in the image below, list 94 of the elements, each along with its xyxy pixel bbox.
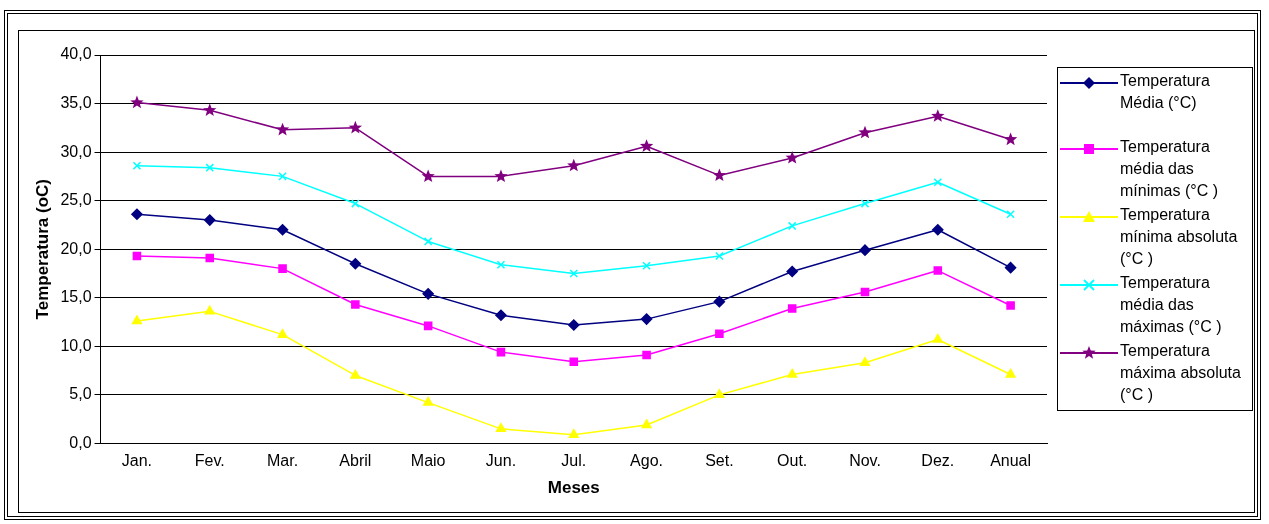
point <box>275 122 290 136</box>
legend-label: Temperatura média das máximas (°C ) <box>1120 273 1223 337</box>
x-tick-label: Fev. <box>194 452 225 470</box>
point <box>932 224 944 236</box>
y-axis-title: Temperatura (oC) <box>32 178 52 320</box>
point <box>1003 132 1018 146</box>
x-tick-label: Nov. <box>849 452 881 470</box>
x-tick-label: Abril <box>339 452 372 470</box>
point <box>714 389 725 399</box>
legend-label: Temperatura Média (°C) <box>1120 71 1211 113</box>
point <box>423 396 434 406</box>
point <box>932 333 943 343</box>
point <box>568 428 579 438</box>
point <box>1006 301 1015 310</box>
x-axis-title: Meses <box>547 478 600 498</box>
legend-label: Temperatura máxima absoluta (°C ) <box>1120 341 1242 405</box>
point <box>568 319 580 331</box>
point <box>130 95 144 109</box>
point <box>860 199 870 208</box>
point <box>496 347 506 357</box>
point <box>1005 368 1016 378</box>
point <box>641 419 652 429</box>
point <box>785 150 799 164</box>
y-tick-label: 30,0 <box>60 142 92 160</box>
y-tick-label: 5,0 <box>69 385 92 403</box>
point <box>642 261 651 270</box>
y-tick-label: 10,0 <box>60 336 92 354</box>
y-tick-label: 40,0 <box>60 45 92 63</box>
legend-label: Temperatura mínima absoluta (°C ) <box>1120 205 1239 269</box>
point <box>421 169 435 183</box>
x-tick-label: Dez. <box>921 452 955 470</box>
point <box>132 251 142 261</box>
y-tick-label: 15,0 <box>60 288 92 306</box>
point <box>713 295 726 308</box>
point <box>859 244 871 256</box>
point <box>933 177 943 187</box>
point <box>787 221 797 231</box>
point <box>715 251 724 261</box>
point <box>931 109 945 122</box>
point <box>422 288 434 300</box>
point <box>642 350 651 360</box>
point <box>495 423 507 433</box>
y-tick-label: 20,0 <box>60 239 92 257</box>
point <box>423 321 433 331</box>
y-tick-label: 0,0 <box>69 433 92 451</box>
point <box>351 199 360 208</box>
legend-label: Temperatura média das mínimas (°C ) <box>1120 137 1219 201</box>
x-tick-label: Jan. <box>121 452 153 470</box>
x-tick-label: Out. <box>777 452 808 470</box>
point <box>787 304 797 313</box>
y-tick-label: 35,0 <box>60 93 92 111</box>
point <box>350 369 361 379</box>
x-tick-label: Jun. <box>485 452 517 470</box>
x-tick-label: Mar. <box>266 452 299 470</box>
point <box>276 224 289 236</box>
point <box>203 103 217 117</box>
point <box>715 329 724 338</box>
point <box>786 265 798 278</box>
point <box>131 208 143 220</box>
point <box>639 139 654 152</box>
point <box>205 163 215 172</box>
point <box>348 120 363 134</box>
point <box>351 300 360 309</box>
point <box>278 264 287 273</box>
point <box>787 368 798 378</box>
point <box>569 269 579 278</box>
x-tick-label: Set. <box>705 452 734 470</box>
point <box>204 214 216 226</box>
point <box>569 357 579 367</box>
x-tick-label: Anual <box>990 452 1032 470</box>
y-tick-label: 25,0 <box>60 191 92 209</box>
point <box>205 253 215 263</box>
point <box>277 328 288 338</box>
point <box>494 169 508 183</box>
point <box>278 172 287 181</box>
x-tick-label: Jul. <box>561 452 587 470</box>
point <box>1006 209 1015 219</box>
point <box>859 357 871 367</box>
point <box>131 315 143 325</box>
point <box>567 158 581 172</box>
point <box>933 266 943 275</box>
point <box>423 237 433 246</box>
point <box>132 161 142 170</box>
point <box>640 313 653 325</box>
point <box>858 125 872 139</box>
point <box>860 287 870 297</box>
point <box>496 260 506 270</box>
point <box>495 309 507 321</box>
point <box>1004 261 1017 274</box>
point <box>712 168 727 182</box>
x-tick-label: Ago. <box>630 452 664 470</box>
point <box>204 305 215 315</box>
point <box>349 258 362 270</box>
x-tick-label: Maio <box>410 452 446 470</box>
